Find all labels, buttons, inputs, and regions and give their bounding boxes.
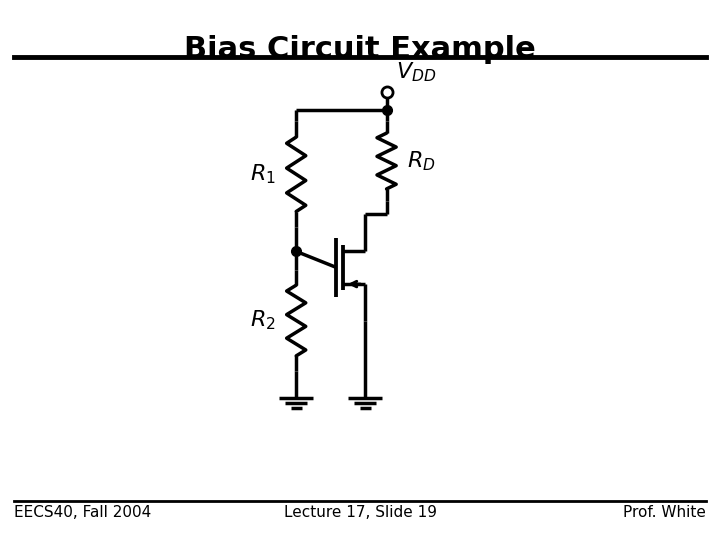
- Text: EECS40, Fall 2004: EECS40, Fall 2004: [14, 505, 152, 520]
- Text: $R_D$: $R_D$: [407, 149, 436, 173]
- Text: $V_{DD}$: $V_{DD}$: [396, 60, 436, 84]
- Text: Bias Circuit Example: Bias Circuit Example: [184, 35, 536, 64]
- Text: $R_1$: $R_1$: [250, 163, 276, 186]
- Text: $R_2$: $R_2$: [251, 309, 276, 332]
- Text: Prof. White: Prof. White: [623, 505, 706, 520]
- Text: Lecture 17, Slide 19: Lecture 17, Slide 19: [284, 505, 436, 520]
